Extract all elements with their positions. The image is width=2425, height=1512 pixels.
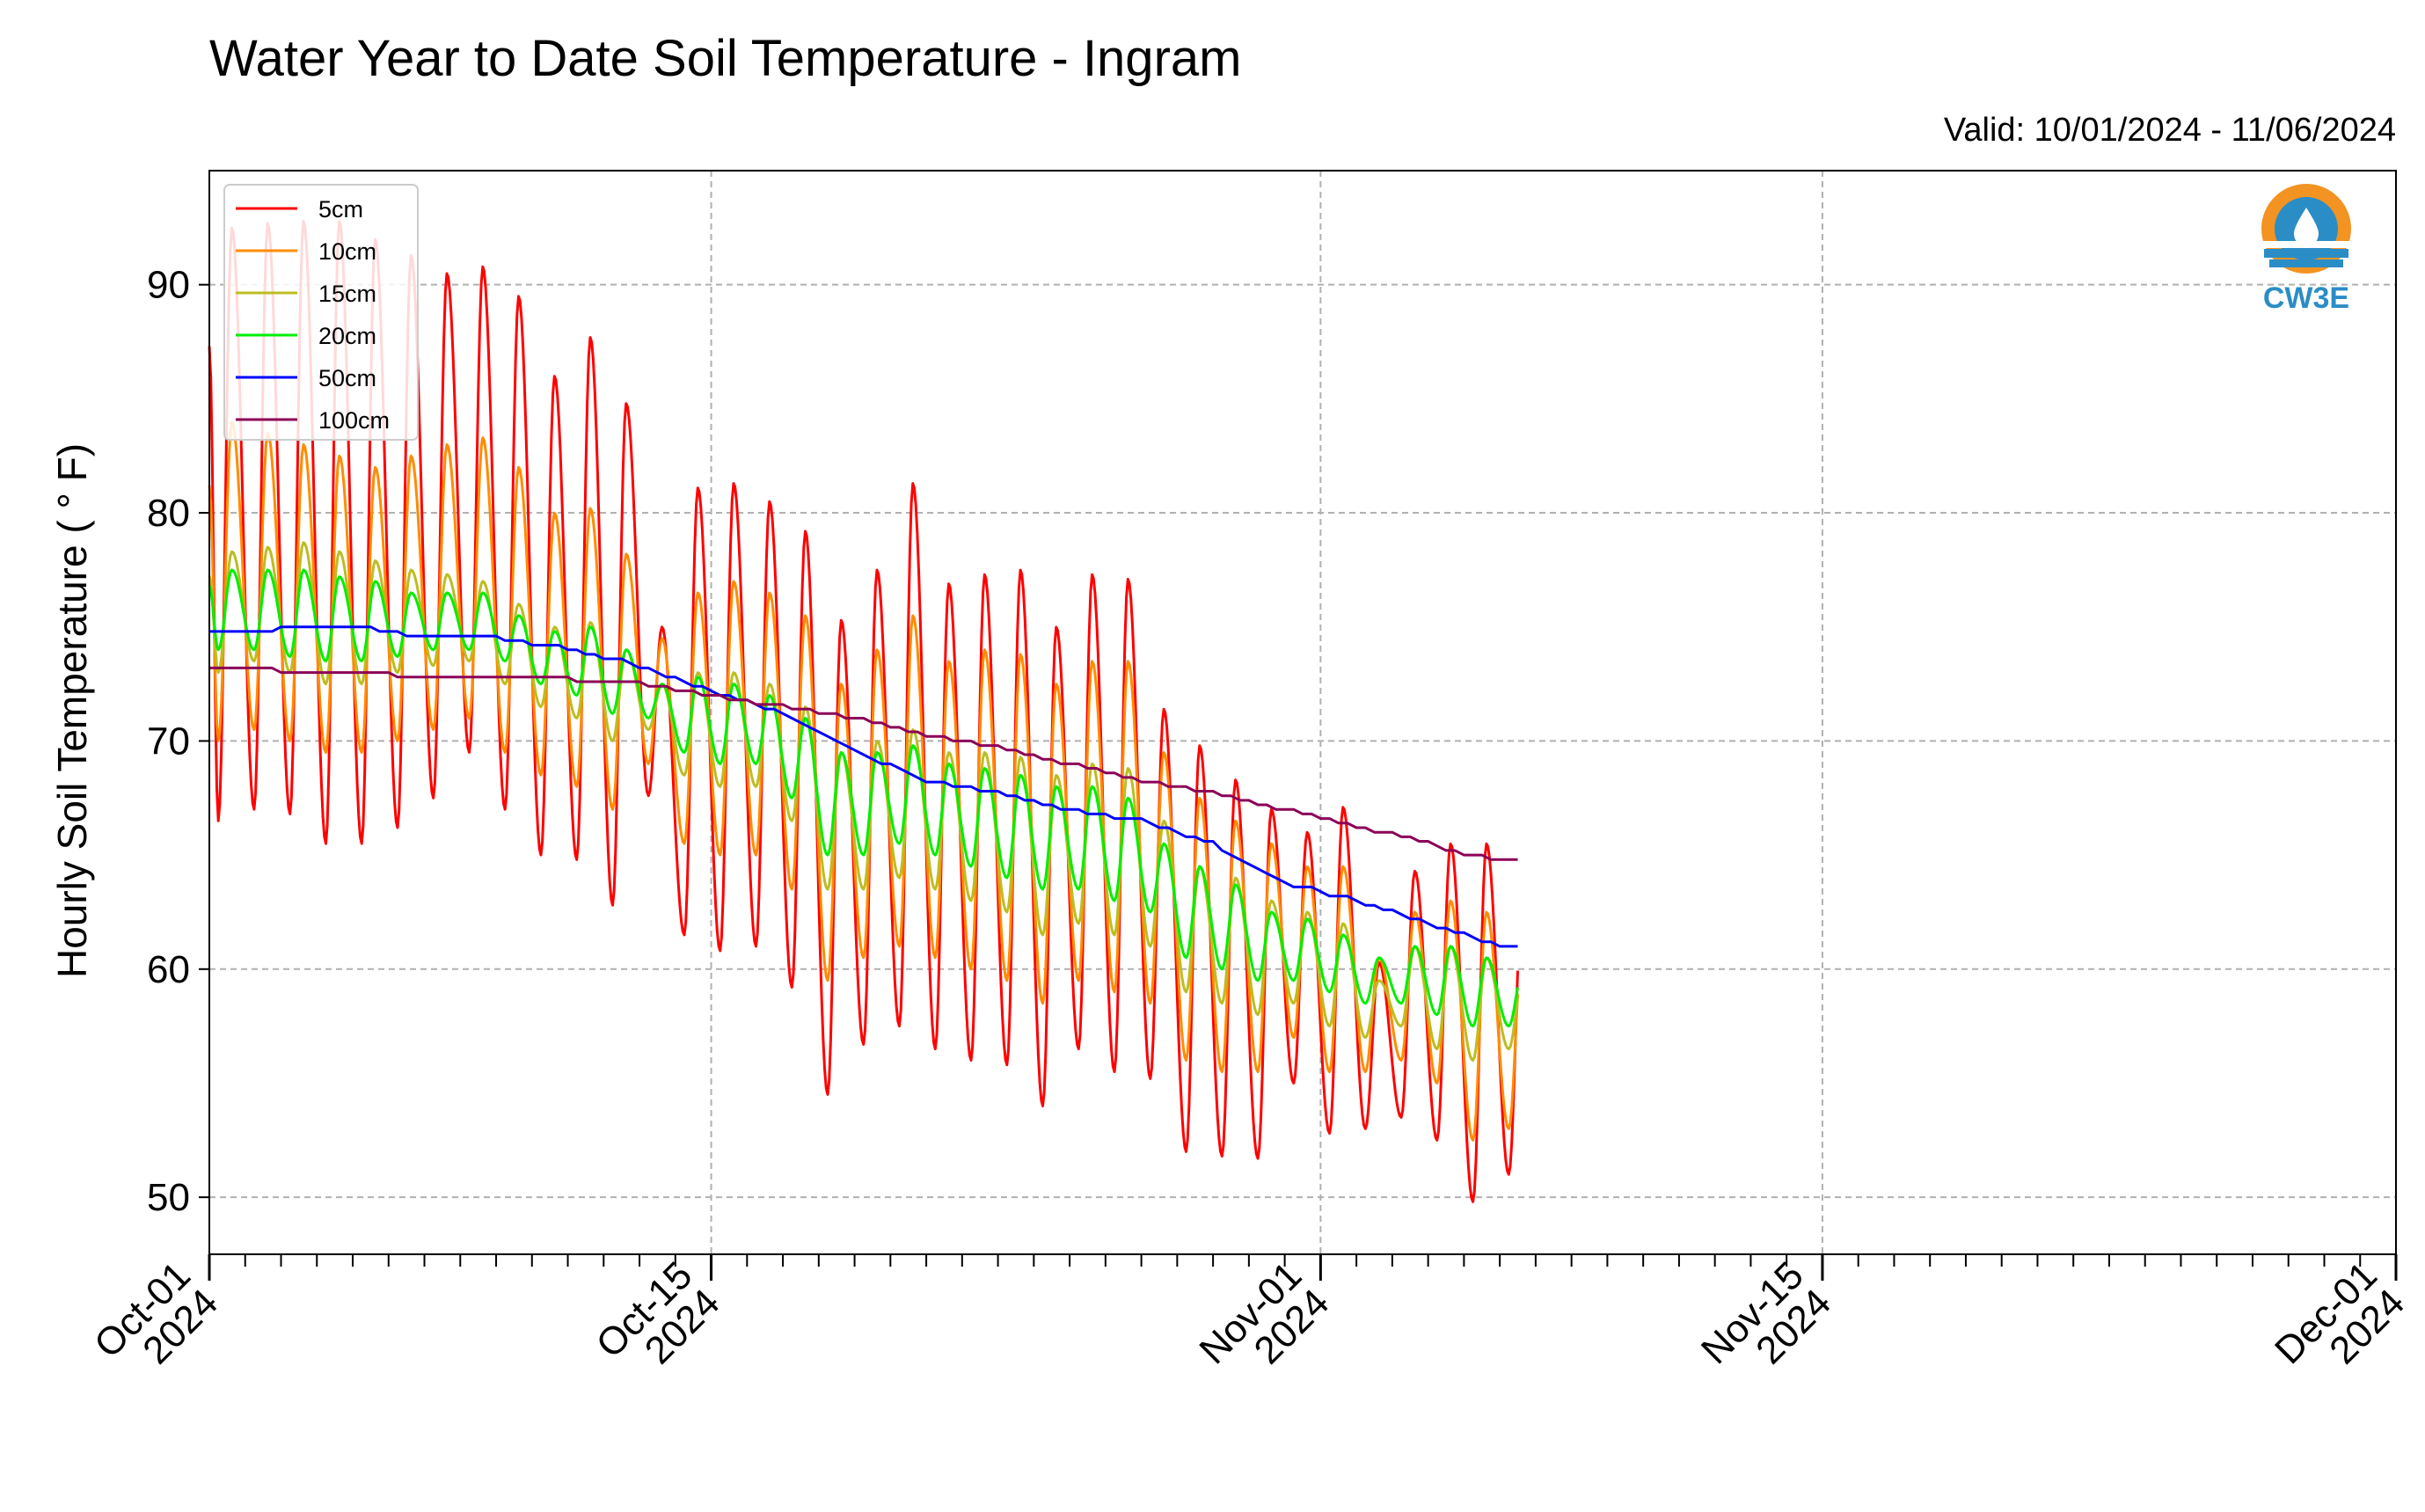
y-tick-label: 80 bbox=[147, 492, 190, 535]
y-tick-label: 50 bbox=[147, 1176, 190, 1219]
series-lines bbox=[208, 219, 1519, 1203]
legend-label-50cm: 50cm bbox=[318, 365, 376, 391]
y-axis-label: Hourly Soil Temperature ( ° F) bbox=[49, 443, 95, 978]
cw3e-logo: CW3E bbox=[2261, 184, 2352, 315]
valid-range: Valid: 10/01/2024 - 11/06/2024 bbox=[1944, 112, 2396, 149]
legend-box bbox=[223, 184, 419, 441]
series-line-15cm bbox=[208, 541, 1519, 1062]
plot-frame bbox=[208, 170, 2397, 1255]
y-tick-label: 60 bbox=[147, 948, 190, 991]
legend: 5cm 10cm 15cm 20cm 50cm 100cm bbox=[223, 184, 419, 441]
legend-label-100cm: 100cm bbox=[318, 407, 390, 434]
grid bbox=[209, 171, 2396, 1254]
legend-label-15cm: 15cm bbox=[318, 281, 376, 307]
logo-label: CW3E bbox=[2263, 281, 2349, 315]
series-line-50cm bbox=[209, 625, 1518, 948]
legend-label-10cm: 10cm bbox=[318, 238, 376, 265]
legend-label-5cm: 5cm bbox=[318, 196, 363, 223]
series-line-20cm bbox=[208, 568, 1519, 1028]
y-tick-label: 90 bbox=[147, 264, 190, 307]
y-axis: 50 60 70 80 90 bbox=[147, 264, 209, 1219]
series-line-100cm bbox=[209, 666, 1518, 861]
legend-label-20cm: 20cm bbox=[318, 323, 376, 349]
y-tick-label: 70 bbox=[147, 719, 190, 763]
chart-title: Water Year to Date Soil Temperature - In… bbox=[209, 30, 1241, 87]
logo-droplet-icon bbox=[2294, 208, 2319, 246]
